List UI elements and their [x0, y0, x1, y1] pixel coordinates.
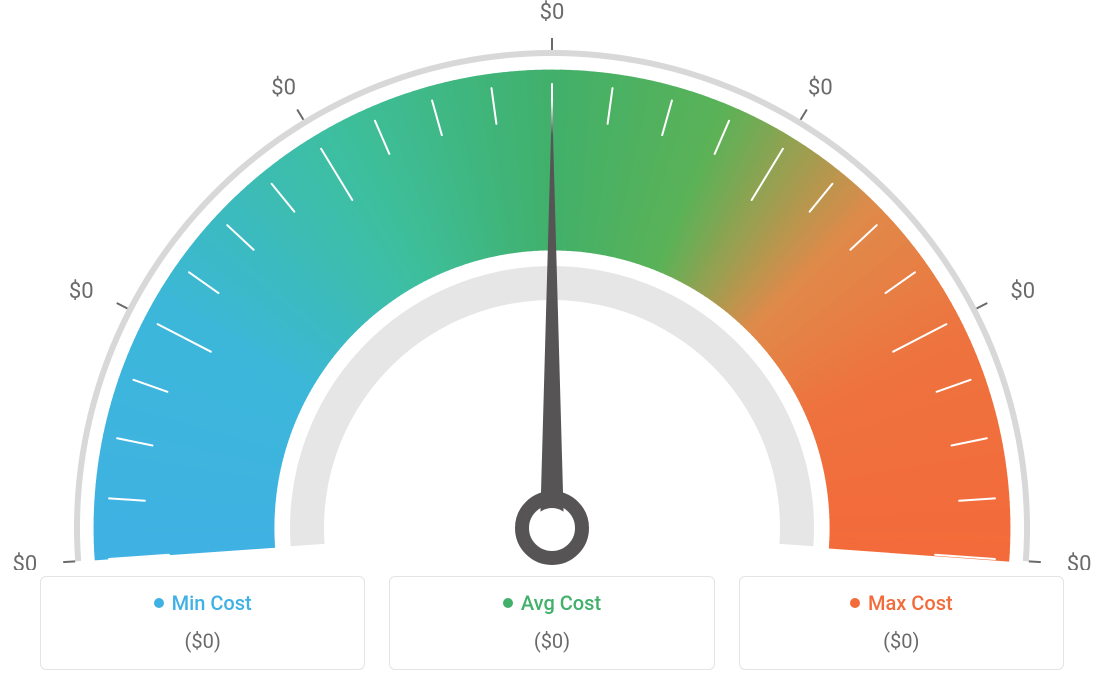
gauge-tick-label: $0	[1067, 552, 1092, 570]
gauge-tick-label: $0	[271, 75, 296, 100]
legend-label-avg: Avg Cost	[521, 591, 601, 615]
legend-card-avg: Avg Cost ($0)	[389, 576, 714, 670]
legend-title-min: Min Cost	[154, 591, 252, 615]
gauge-svg: $0 $0 $0 $0 $0 $0 $0	[0, 0, 1104, 570]
legend-row: Min Cost ($0) Avg Cost ($0) Max Cost ($0…	[40, 576, 1064, 670]
legend-dot-max	[850, 598, 860, 608]
legend-dot-min	[154, 598, 164, 608]
gauge-tick-label: $0	[540, 0, 565, 25]
legend-value-min: ($0)	[51, 629, 354, 653]
legend-label-min: Min Cost	[172, 591, 252, 615]
legend-dot-avg	[503, 598, 513, 608]
gauge-tick-label: $0	[13, 552, 38, 570]
cost-gauge-chart: $0 $0 $0 $0 $0 $0 $0 Min Cost ($0) Avg Cost ($…	[0, 0, 1104, 690]
legend-title-avg: Avg Cost	[503, 591, 601, 615]
legend-card-max: Max Cost ($0)	[739, 576, 1064, 670]
gauge-tick-label: $0	[1010, 279, 1035, 304]
legend-label-max: Max Cost	[868, 591, 953, 615]
legend-value-avg: ($0)	[400, 629, 703, 653]
gauge-wrapper: $0$0$0$0$0$0$0	[0, 0, 1104, 560]
legend-card-min: Min Cost ($0)	[40, 576, 365, 670]
gauge-tick-label: $0	[808, 75, 833, 100]
legend-title-max: Max Cost	[850, 591, 953, 615]
gauge-tick-label: $0	[69, 279, 94, 304]
legend-value-max: ($0)	[750, 629, 1053, 653]
